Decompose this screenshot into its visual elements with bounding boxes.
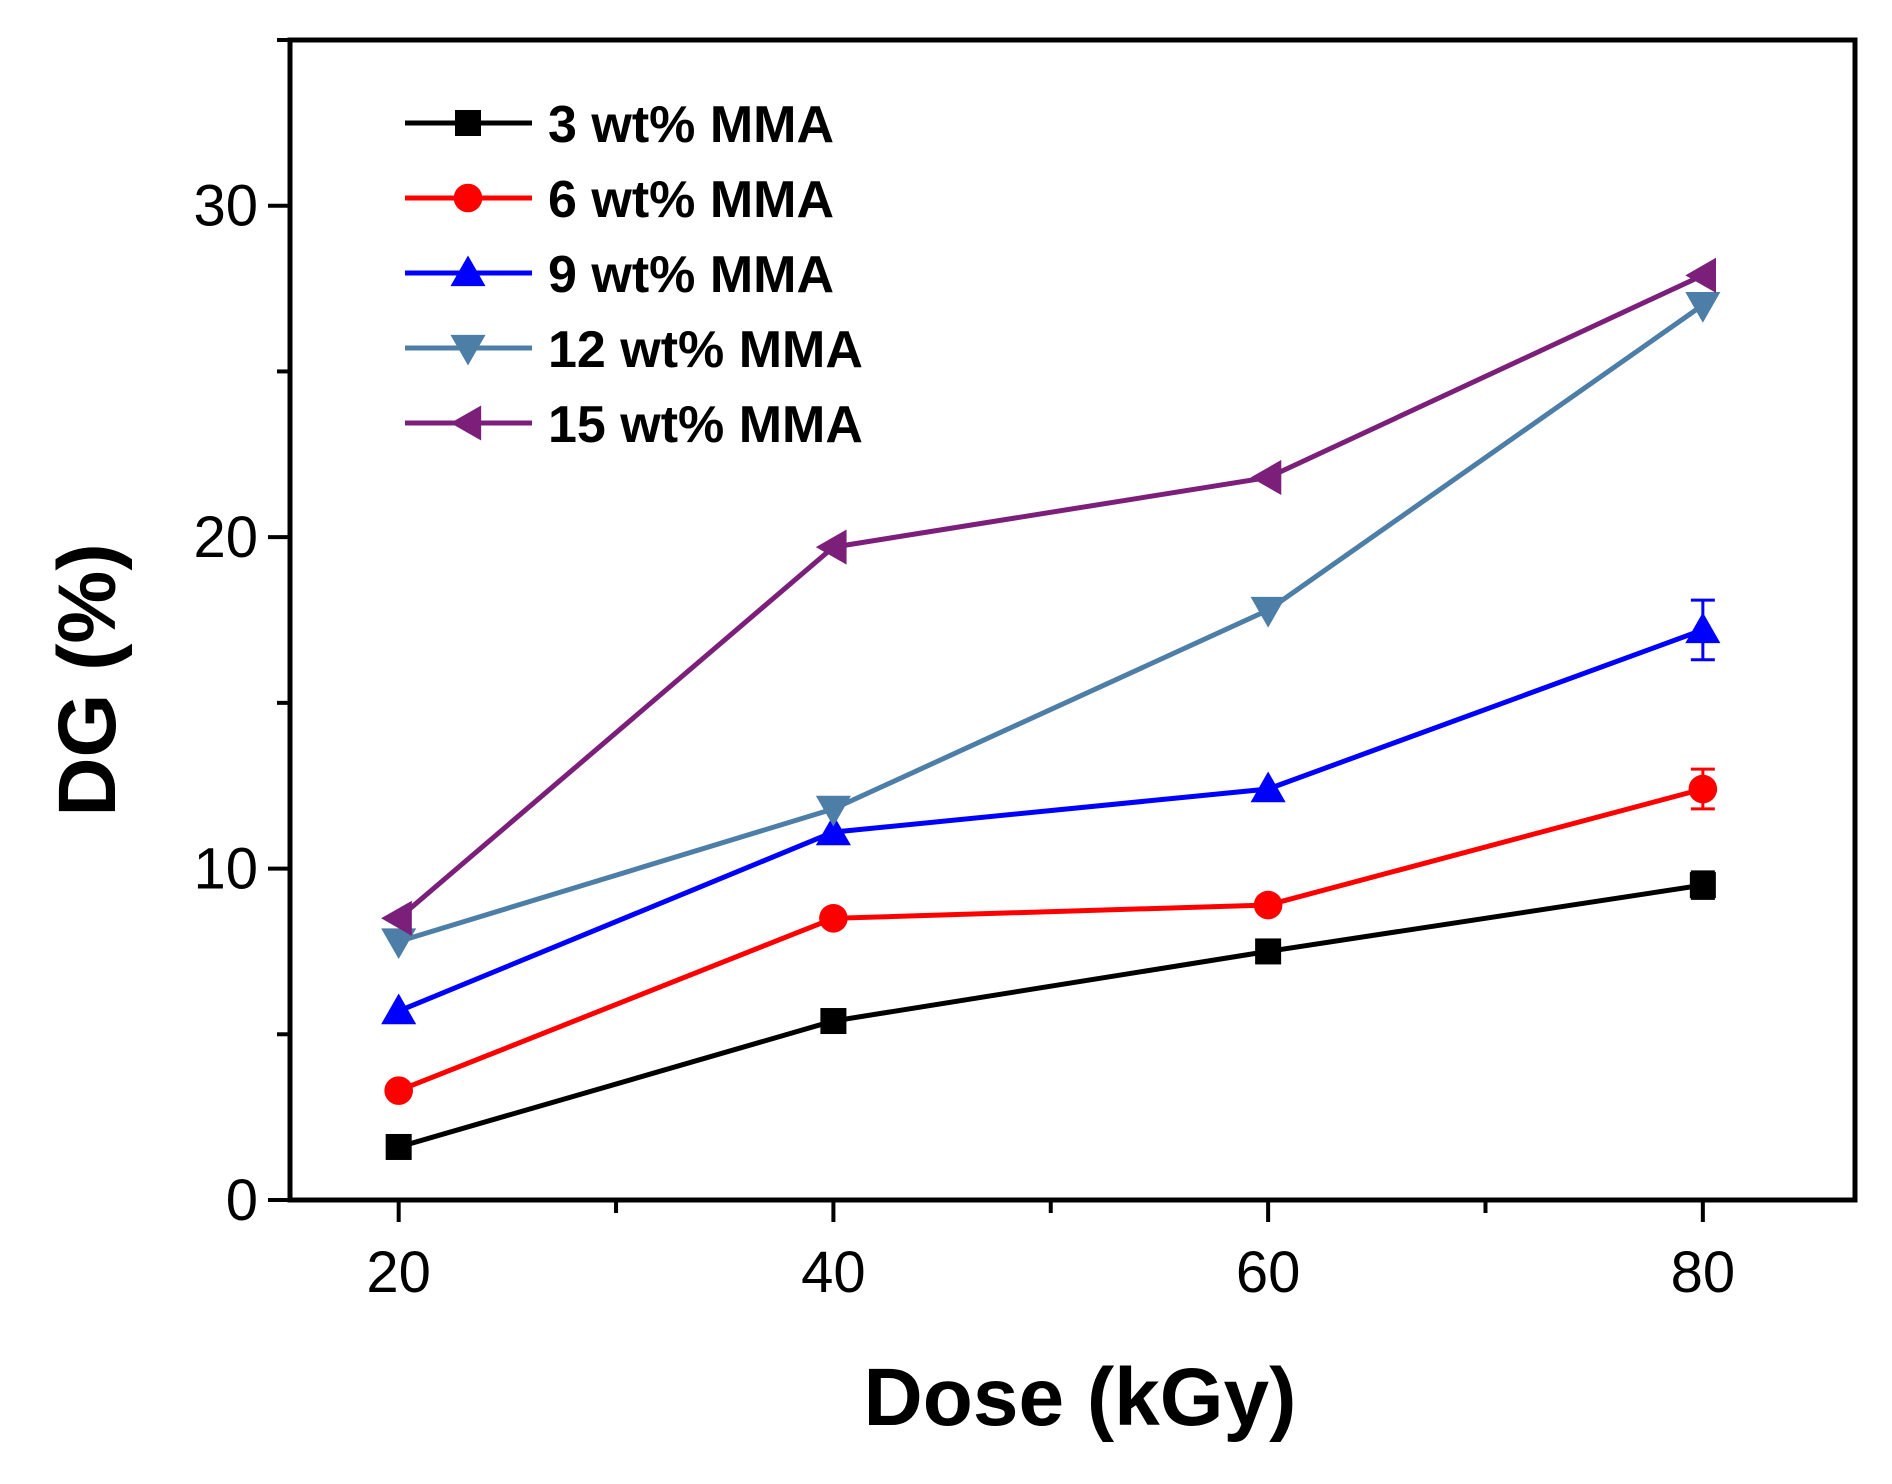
data-point (1255, 938, 1282, 965)
data-point (815, 795, 851, 827)
series-line (397, 273, 1704, 921)
legend-label: 3 wt% MMA (548, 96, 834, 154)
data-point (820, 1008, 847, 1035)
plot-frame (287, 37, 1858, 1203)
y-tick-label: 30 (193, 174, 258, 239)
data-point (385, 1133, 412, 1160)
legend-item: 15 wt% MMA (405, 396, 863, 454)
series-layer (381, 257, 1721, 1160)
data-point (1250, 771, 1286, 803)
data-point (1688, 774, 1718, 804)
y-tick-label: 10 (193, 837, 258, 902)
series-line (397, 303, 1705, 944)
data-point (1685, 257, 1717, 293)
data-point (1685, 291, 1721, 323)
x-tick-label: 40 (801, 1240, 866, 1305)
series-line (398, 882, 1704, 1150)
data-point (815, 529, 847, 565)
series-line (397, 627, 1704, 1014)
y-axis-title: DG (%) (42, 543, 133, 816)
y-tick-label: 20 (193, 505, 258, 570)
plot-border (287, 37, 1858, 1203)
series-2 (384, 767, 1718, 1105)
series-3 (381, 598, 1721, 1025)
series-4 (381, 291, 1721, 960)
data-point (1250, 459, 1282, 496)
x-axis-title: Dose (kGy) (864, 1352, 1297, 1443)
series-5 (381, 257, 1717, 936)
data-point (381, 900, 412, 936)
legend-label: 12 wt% MMA (548, 321, 863, 379)
legend-item: 12 wt% MMA (405, 321, 863, 379)
legend-marker (450, 334, 486, 366)
data-point (1685, 612, 1721, 644)
legend-marker (450, 405, 482, 441)
legend-item: 3 wt% MMA (405, 96, 834, 154)
legend-marker (453, 183, 483, 213)
legend-item: 9 wt% MMA (405, 246, 834, 304)
data-point (819, 903, 848, 933)
data-point (381, 993, 417, 1025)
legend-label: 6 wt% MMA (548, 171, 834, 229)
legend-label: 15 wt% MMA (548, 396, 863, 454)
data-point (1250, 596, 1286, 628)
legend-marker (450, 255, 486, 287)
data-point (384, 1076, 413, 1105)
y-axis: 0 10 20 30 (193, 38, 290, 1233)
data-point (1689, 872, 1716, 899)
legend: 3 wt% MMA 6 wt% MMA 9 wt% MMA 12 wt% MMA 15 … (405, 96, 863, 454)
data-point (1253, 890, 1283, 920)
y-tick-label: 0 (226, 1168, 258, 1233)
legend-item: 6 wt% MMA (405, 171, 834, 229)
data-point (381, 928, 417, 960)
x-axis: 20 40 60 80 (366, 1200, 1735, 1305)
x-tick-label: 80 (1671, 1240, 1736, 1305)
series-line (397, 786, 1704, 1093)
series-1 (385, 870, 1716, 1160)
data-point (815, 814, 851, 846)
x-tick-label: 20 (366, 1240, 431, 1305)
legend-marker (455, 110, 481, 136)
x-tick-label: 60 (1236, 1240, 1301, 1305)
legend-label: 9 wt% MMA (548, 246, 834, 304)
